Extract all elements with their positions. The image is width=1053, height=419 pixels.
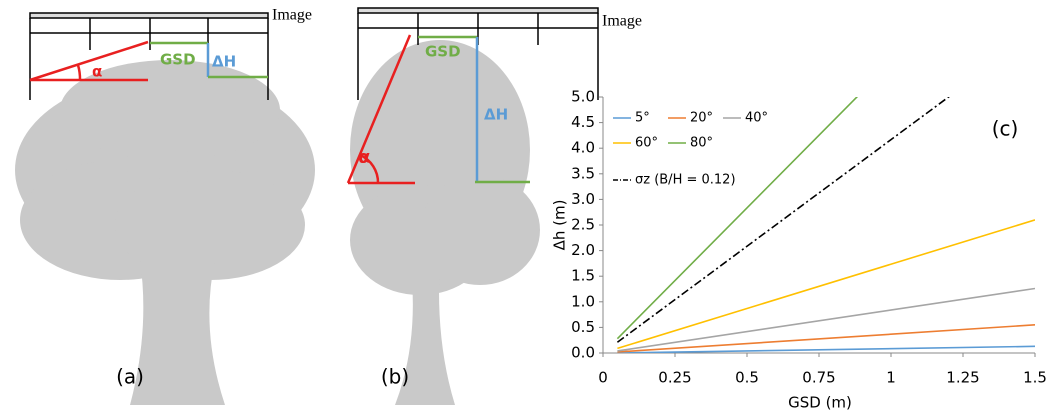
legend-label: 40° xyxy=(745,111,768,126)
legend-label: σz (B/H = 0.12) xyxy=(635,173,736,188)
x-tick-label: 0 xyxy=(598,369,608,387)
series-line xyxy=(617,0,1035,339)
tree-b xyxy=(350,40,540,405)
x-axis-title: GSD (m) xyxy=(788,394,852,412)
series-line xyxy=(617,288,1035,350)
dh-label: ΔH xyxy=(212,53,236,71)
gsd-label: GSD xyxy=(160,51,196,69)
y-tick-label: 3.5 xyxy=(571,164,595,182)
y-tick-label: 2.5 xyxy=(571,216,595,234)
x-tick-label: 0.25 xyxy=(658,369,691,387)
y-tick-label: 1.5 xyxy=(571,267,595,285)
legend-label: 20° xyxy=(690,111,713,126)
series-line xyxy=(617,33,1035,342)
panel-label: (b) xyxy=(381,365,409,389)
alpha-label: α xyxy=(358,147,370,168)
y-tick-label: 0.0 xyxy=(571,344,595,362)
y-tick-label: 3.0 xyxy=(571,190,595,208)
x-tick-label: 0.75 xyxy=(802,369,835,387)
image-label: Image xyxy=(272,7,312,24)
y-tick-label: 2.0 xyxy=(571,241,595,259)
x-tick-label: 1.25 xyxy=(946,369,979,387)
dh-label: ΔH xyxy=(484,106,508,124)
gsd-label: GSD xyxy=(425,43,461,61)
x-tick-label: 1 xyxy=(886,369,896,387)
legend-label: 80° xyxy=(690,136,713,151)
panel-label: (c) xyxy=(992,117,1019,141)
tree-a xyxy=(15,60,315,405)
y-tick-label: 5.0 xyxy=(571,88,595,106)
y-tick-label: 0.5 xyxy=(571,318,595,336)
y-axis-title: Δh (m) xyxy=(551,200,569,251)
y-tick-label: 1.0 xyxy=(571,292,595,310)
legend-label: 60° xyxy=(635,136,658,151)
x-tick-label: 0.5 xyxy=(735,369,759,387)
figure: Image α GSD ΔH (a) Image α GSD ΔH (b) (c… xyxy=(0,0,1053,415)
y-tick-label: 4.5 xyxy=(571,113,595,131)
x-tick-label: 1.5 xyxy=(1023,369,1047,387)
legend-label: 5° xyxy=(635,111,650,126)
panel-label: (a) xyxy=(116,365,144,389)
alpha-label: α xyxy=(92,63,102,81)
image-label: Image xyxy=(602,13,642,30)
y-tick-label: 4.0 xyxy=(571,139,595,157)
